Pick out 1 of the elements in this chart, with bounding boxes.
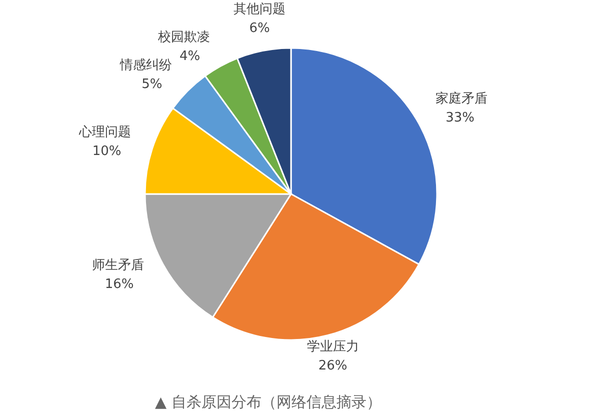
annotation: ▲ 自杀原因分布（网络信息摘录） <box>155 393 382 411</box>
